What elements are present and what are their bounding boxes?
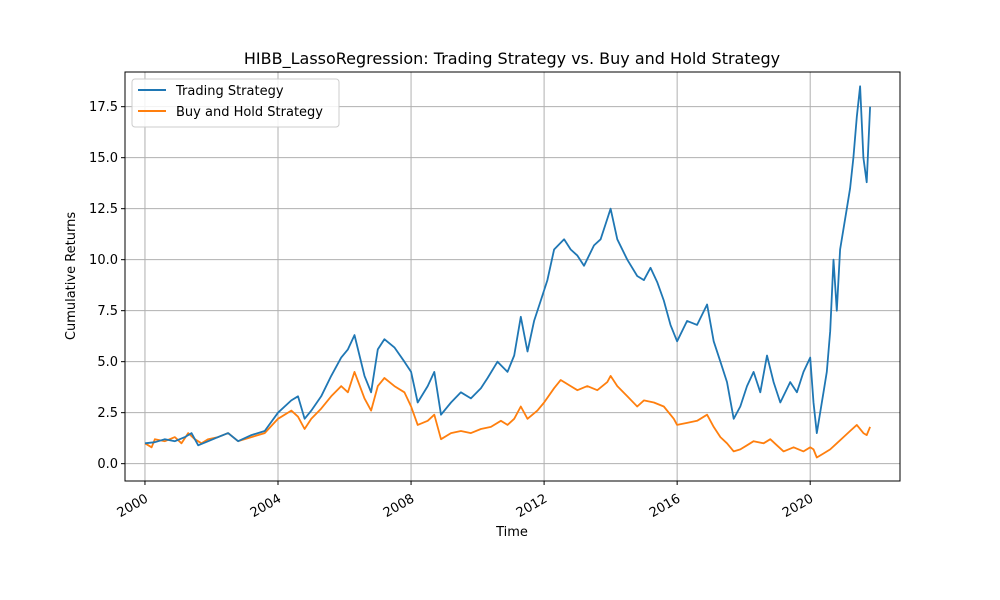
legend: Trading Strategy Buy and Hold Strategy bbox=[131, 78, 340, 128]
y-tick-label: 10.0 bbox=[89, 253, 118, 268]
x-axis: 2000 2004 2008 2012 2016 2020 bbox=[115, 481, 816, 521]
chart-title: HIBB_LassoRegression: Trading Strategy v… bbox=[244, 49, 780, 69]
series-layer bbox=[144, 85, 871, 459]
legend-label-buy-and-hold: Buy and Hold Strategy bbox=[176, 105, 323, 120]
x-axis-label: Time bbox=[495, 525, 528, 540]
y-axis-label: Cumulative Returns bbox=[64, 212, 79, 340]
y-tick-label: 0.0 bbox=[97, 457, 118, 472]
y-axis: 0.0 2.5 5.0 7.5 10.0 12.5 15.0 17.5 bbox=[89, 100, 125, 472]
x-tick-label: 2012 bbox=[514, 491, 550, 521]
x-tick-label: 2000 bbox=[115, 491, 151, 521]
y-tick-label: 12.5 bbox=[89, 202, 118, 217]
legend-box bbox=[131, 78, 340, 128]
y-tick-label: 15.0 bbox=[89, 151, 118, 166]
legend-label-trading-strategy: Trading Strategy bbox=[175, 84, 284, 99]
series-line-buy-and-hold-strategy bbox=[144, 371, 871, 459]
y-tick-label: 2.5 bbox=[97, 406, 118, 421]
y-tick-label: 7.5 bbox=[97, 304, 118, 319]
x-tick-label: 2004 bbox=[248, 491, 284, 521]
x-tick-label: 2020 bbox=[780, 491, 816, 521]
x-tick-label: 2016 bbox=[647, 491, 683, 521]
series-line-trading-strategy bbox=[144, 85, 871, 447]
y-tick-label: 5.0 bbox=[97, 355, 118, 370]
x-tick-label: 2008 bbox=[381, 491, 417, 521]
grid bbox=[125, 72, 900, 481]
y-tick-label: 17.5 bbox=[89, 100, 118, 115]
plot-frame bbox=[124, 71, 901, 482]
